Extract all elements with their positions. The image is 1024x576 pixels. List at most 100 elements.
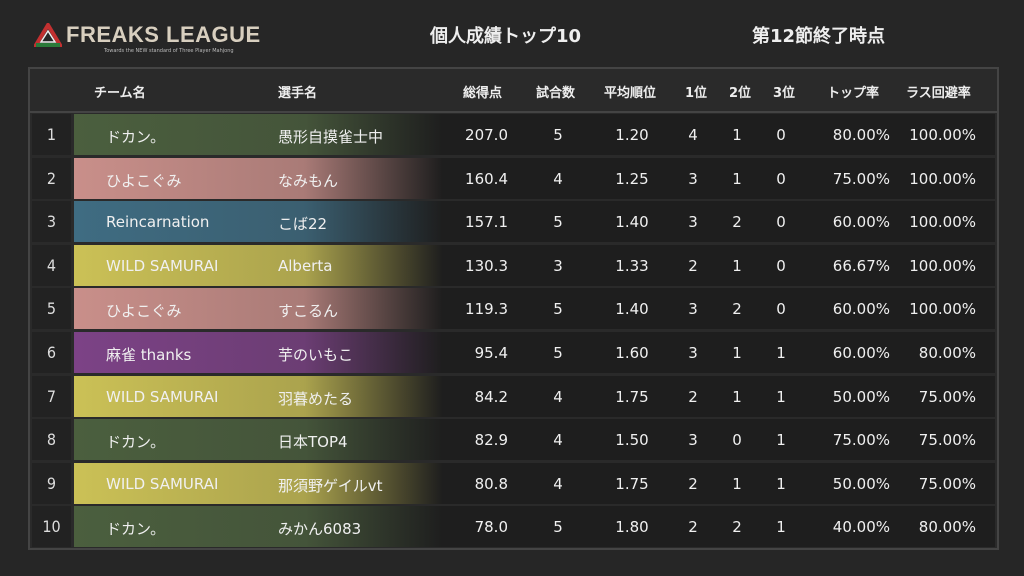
header-avg: 平均順位 [604,86,657,101]
table-row: 7 WILD SAMURAI 羽暮めたる 84.2 4 1.75 2 1 1 50.00% 75.0… [30,375,997,417]
team-color-bar [74,375,995,417]
rank-number: 1 [32,114,71,155]
team-name: ドカン。 [106,433,166,452]
rank-number: 4 [32,244,71,286]
second-count: 0 [732,431,742,450]
header-player: 選手名 [278,86,318,101]
team-color-bar [74,462,995,504]
table-row: 10 ドカン。 みかん6083 78.0 5 1.80 2 2 1 40.00% 80.00% [30,506,997,548]
player-name: 愚形自摸雀士中 [278,128,384,146]
third-count: 1 [776,344,786,362]
first-count: 2 [688,474,698,493]
average-rank: 1.75 [615,474,649,493]
second-count: 2 [732,300,742,319]
third-count: 0 [776,256,786,275]
last-avoid-rate: 75.00% [918,431,976,450]
third-count: 1 [776,431,786,450]
rank-number: 9 [32,462,71,504]
header-games: 試合数 [536,86,576,101]
first-count: 2 [688,387,698,406]
third-count: 0 [776,169,786,188]
team-color-bar [74,201,995,243]
rank-number: 8 [32,419,71,461]
team-color-bar [74,419,995,461]
average-rank: 1.33 [615,256,649,275]
third-count: 1 [776,387,786,406]
games-played: 5 [553,300,563,319]
average-rank: 1.80 [615,518,649,537]
third-count: 1 [776,518,786,537]
team-color-bar [74,114,995,155]
table-row: 2 ひよこぐみ なみもん 160.4 4 1.25 3 1 0 75.00% 100.00% [30,157,997,199]
last-avoid-rate: 100.00% [909,213,976,232]
top-rate: 75.00% [832,169,890,188]
games-played: 4 [553,169,563,188]
page-subtitle: 第12節終了時点 [752,26,886,47]
second-count: 1 [732,387,742,406]
third-count: 0 [776,213,786,232]
third-count: 0 [776,300,786,319]
total-points: 207.0 [465,126,508,144]
player-name: みかん6083 [278,520,362,539]
team-name: Reincarnation [106,213,210,232]
average-rank: 1.75 [615,387,649,406]
header-first: 1位 [685,86,708,101]
team-name: ひよこぐみ [106,302,182,321]
second-count: 1 [732,169,742,188]
first-count: 4 [688,126,698,144]
table-row: 8 ドカン。 日本TOP4 82.9 4 1.50 3 0 1 75.00% 75.00% [30,419,997,461]
last-avoid-rate: 80.00% [918,344,976,362]
last-avoid-rate: 100.00% [909,300,976,319]
last-avoid-rate: 100.00% [909,169,976,188]
top-rate: 60.00% [832,344,890,362]
header-third: 3位 [773,86,796,101]
table-row: 5 ひよこぐみ すこるん 119.3 5 1.40 3 2 0 60.00% 100.00% [30,288,997,330]
third-count: 0 [776,126,786,144]
logo-triangle-icon [34,23,62,47]
player-name: こば22 [278,215,328,234]
team-name: WILD SAMURAI [106,256,219,275]
total-points: 78.0 [474,518,508,537]
freaks-league-logo: FREAKS LEAGUE [34,22,261,48]
average-rank: 1.50 [615,431,649,450]
first-count: 3 [688,344,698,362]
team-color-bar [74,332,995,373]
top-rate: 50.00% [832,387,890,406]
team-name: WILD SAMURAI [106,474,219,493]
table-row: 1 ドカン。 愚形自摸雀士中 207.0 5 1.20 4 1 0 80.00% 100.00% [30,114,997,155]
second-count: 2 [732,213,742,232]
games-played: 5 [553,518,563,537]
logo-text: FREAKS LEAGUE [66,22,261,47]
games-played: 4 [553,387,563,406]
header-top-rate: トップ率 [827,86,880,101]
player-name: 羽暮めたる [278,389,354,408]
total-points: 119.3 [465,300,508,319]
team-name: ドカン。 [106,128,166,146]
ranking-table: チーム名 選手名 総得点 試合数 平均順位 1位 2位 3位 トップ率 ラス回避… [28,67,999,550]
team-name: ドカン。 [106,520,166,539]
header-total: 総得点 [463,86,503,101]
second-count: 1 [732,474,742,493]
team-color-bar [74,506,995,548]
total-points: 80.8 [474,474,508,493]
team-color-bar [74,288,995,330]
header-second: 2位 [729,86,752,101]
team-color-bar [74,157,995,199]
table-row: 4 WILD SAMURAI Alberta 130.3 3 1.33 2 1 0 66.67% 1… [30,244,997,286]
table-header: チーム名 選手名 総得点 試合数 平均順位 1位 2位 3位 トップ率 ラス回避… [30,69,997,113]
player-name: Alberta [278,256,333,275]
rank-number: 7 [32,375,71,417]
games-played: 5 [553,126,563,144]
first-count: 3 [688,169,698,188]
games-played: 4 [553,431,563,450]
player-name: 芋のいもこ [278,346,354,364]
second-count: 1 [732,344,742,362]
total-points: 157.1 [465,213,508,232]
top-rate: 50.00% [832,474,890,493]
last-avoid-rate: 100.00% [909,126,976,144]
logo-tagline: Towards the NEW standard of Three Player… [104,48,234,54]
player-name: 那須野ゲイルvt [278,476,383,495]
second-count: 1 [732,126,742,144]
first-count: 2 [688,518,698,537]
last-avoid-rate: 100.00% [909,256,976,275]
